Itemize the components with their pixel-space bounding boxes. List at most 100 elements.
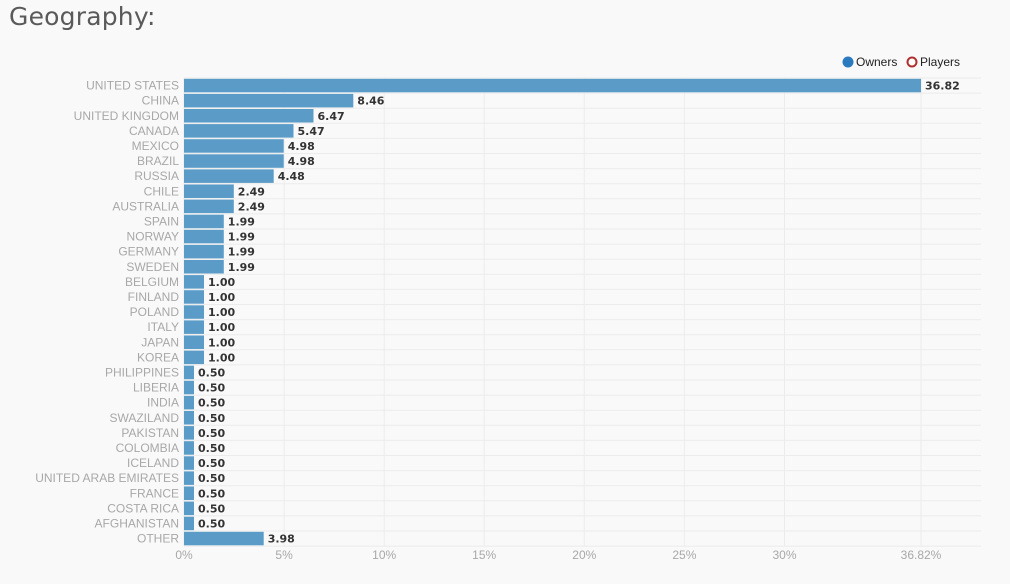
value-label: 1.99 — [228, 246, 255, 259]
value-labels: 36.82 8.46 6.47 5.47 4.98 4.98 4.48 2.49 2.49 1.9… — [198, 80, 960, 546]
legend[interactable]: Owners Players — [842, 55, 961, 69]
x-tick-label: 36.82% — [901, 548, 942, 562]
bar[interactable] — [184, 365, 194, 380]
category-label: CHILE — [144, 184, 179, 198]
bar[interactable] — [184, 244, 224, 259]
legend-label: Players — [920, 55, 960, 69]
bar[interactable] — [184, 531, 264, 546]
value-label: 0.50 — [198, 502, 225, 515]
category-label: FINLAND — [128, 290, 180, 304]
bar[interactable] — [184, 139, 284, 153]
bar[interactable] — [184, 516, 194, 531]
bar[interactable] — [184, 350, 204, 365]
value-label: 4.48 — [278, 170, 305, 183]
category-label: SWEDEN — [126, 260, 179, 274]
bar[interactable] — [184, 184, 234, 199]
value-label: 0.50 — [198, 366, 225, 379]
value-label: 1.00 — [208, 321, 235, 334]
legend-item[interactable]: Players — [906, 55, 961, 69]
x-tick-label: 20% — [572, 548, 596, 562]
value-label: 0.50 — [198, 412, 225, 425]
bar[interactable] — [184, 290, 204, 304]
category-label: POLAND — [130, 305, 180, 319]
bar[interactable] — [184, 471, 194, 485]
x-tick-label: 0% — [175, 548, 193, 562]
legend-label: Owners — [856, 55, 897, 69]
category-label: UNITED STATES — [86, 79, 179, 93]
category-label: NORWAY — [127, 230, 179, 244]
category-label: AUSTRALIA — [112, 199, 179, 213]
bar[interactable] — [184, 456, 194, 470]
bar[interactable] — [184, 320, 204, 334]
bar[interactable] — [184, 501, 194, 516]
bar[interactable] — [184, 199, 234, 214]
bar[interactable] — [184, 78, 921, 93]
bar[interactable] — [184, 169, 274, 183]
category-label: SPAIN — [144, 215, 179, 229]
value-label: 3.98 — [268, 533, 295, 546]
value-label: 0.50 — [198, 382, 225, 395]
category-label: COLOMBIA — [116, 441, 179, 455]
bar[interactable] — [184, 441, 194, 455]
value-label: 0.50 — [198, 427, 225, 440]
bar[interactable] — [184, 260, 224, 274]
x-tick-label: 30% — [772, 548, 796, 562]
value-label: 1.00 — [208, 306, 235, 319]
category-label: ITALY — [147, 320, 179, 334]
x-tick-label: 10% — [372, 548, 396, 562]
category-label: UNITED KINGDOM — [74, 109, 179, 123]
category-label: AFGHANISTAN — [95, 516, 179, 530]
category-label: CANADA — [129, 124, 179, 138]
value-label: 1.00 — [208, 351, 235, 364]
bar[interactable] — [184, 411, 194, 425]
value-label: 8.46 — [357, 95, 384, 108]
value-label: 1.00 — [208, 276, 235, 289]
value-label: 5.47 — [298, 125, 325, 138]
value-label: 2.49 — [238, 200, 265, 213]
value-label: 1.99 — [228, 261, 255, 274]
legend-marker-icon — [842, 56, 854, 68]
bar[interactable] — [184, 109, 314, 123]
bar[interactable] — [184, 93, 354, 108]
category-label: ICELAND — [127, 456, 179, 470]
value-label: 1.00 — [208, 291, 235, 304]
category-label: BRAZIL — [137, 154, 179, 168]
bar[interactable] — [184, 214, 224, 229]
category-label: CHINA — [142, 94, 179, 108]
category-label: GERMANY — [118, 245, 179, 259]
bar[interactable] — [184, 486, 194, 501]
grid-lines — [183, 77, 981, 547]
legend-item[interactable]: Owners — [842, 55, 898, 69]
bar[interactable] — [184, 124, 294, 138]
value-label: 0.50 — [198, 517, 225, 530]
value-label: 0.50 — [198, 442, 225, 455]
value-label: 4.98 — [288, 155, 315, 168]
value-label: 4.98 — [288, 140, 315, 153]
category-label: UNITED ARAB EMIRATES — [35, 471, 179, 485]
x-tick-label: 5% — [275, 548, 293, 562]
bar[interactable] — [184, 395, 194, 410]
value-label: 0.50 — [198, 457, 225, 470]
bar[interactable] — [184, 426, 194, 440]
category-label: RUSSIA — [134, 169, 179, 183]
category-label: FRANCE — [130, 486, 179, 500]
category-label: LIBERIA — [133, 381, 179, 395]
bar[interactable] — [184, 154, 284, 168]
bars — [184, 78, 921, 546]
bar[interactable] — [184, 335, 204, 350]
category-label: INDIA — [147, 396, 179, 410]
bar[interactable] — [184, 380, 194, 395]
bar[interactable] — [184, 229, 224, 244]
bar[interactable] — [184, 305, 204, 319]
category-label: COSTA RICA — [107, 501, 179, 515]
category-label: SWAZILAND — [109, 411, 179, 425]
category-label: PHILIPPINES — [105, 365, 179, 379]
x-tick-label: 25% — [672, 548, 696, 562]
value-label: 36.82 — [925, 80, 960, 93]
bar[interactable] — [184, 275, 204, 289]
value-label: 6.47 — [318, 110, 345, 123]
value-label: 0.50 — [198, 487, 225, 500]
category-label: JAPAN — [141, 335, 179, 349]
